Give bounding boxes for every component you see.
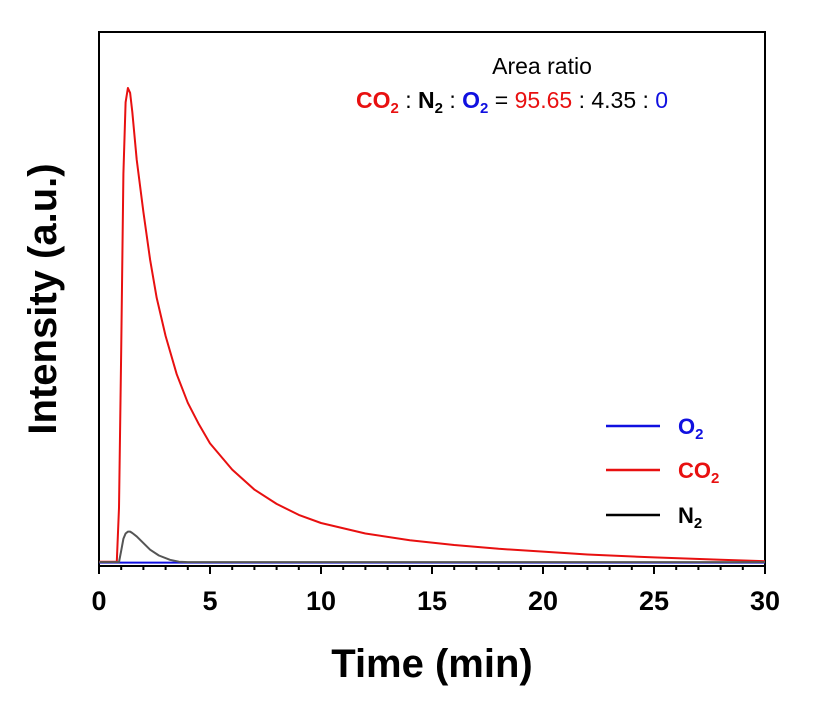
- ratio-equals: =: [495, 87, 508, 113]
- series-line-n2: [99, 530, 765, 564]
- ratio-value-o2: 0: [655, 87, 668, 113]
- ratio-separator: :: [449, 87, 455, 113]
- x-tick-label: 5: [202, 586, 217, 616]
- ratio-value-n2: 4.35: [591, 87, 636, 113]
- ratio-species-n2: N: [418, 87, 435, 113]
- legend-label-o2: O2: [678, 414, 703, 443]
- ratio-species-co2-subscript: 2: [391, 100, 399, 117]
- series-line-co2: [99, 87, 766, 563]
- x-axis-ticks: 0 5 10 15 20 25 30: [91, 566, 780, 616]
- x-tick-label: 10: [306, 586, 336, 616]
- ratio-species-n2-subscript: 2: [435, 100, 443, 117]
- legend-label-co2: CO2: [678, 458, 719, 487]
- ratio-separator: :: [405, 87, 411, 113]
- ratio-separator: :: [643, 87, 649, 113]
- ratio-separator: :: [579, 87, 585, 113]
- x-tick-label: 25: [639, 586, 669, 616]
- ratio-species-co2: CO: [356, 87, 391, 113]
- x-tick-label: 15: [417, 586, 447, 616]
- annotation-title: Area ratio: [492, 53, 592, 79]
- y-axis-title: Intensity (a.u.): [21, 163, 65, 434]
- area-ratio-equation: CO2 : N2 : O2 = 95.65 : 4.35 : 0: [356, 87, 668, 117]
- ratio-value-co2: 95.65: [515, 87, 573, 113]
- area-ratio-annotation: Area ratio CO2 : N2 : O2 = 95.65 : 4.35 …: [356, 53, 668, 117]
- x-tick-label: 20: [528, 586, 558, 616]
- legend-label-n2: N2: [678, 503, 702, 532]
- x-tick-label: 30: [750, 586, 780, 616]
- ratio-species-o2: O: [462, 87, 480, 113]
- x-tick-label: 0: [91, 586, 106, 616]
- x-axis-title: Time (min): [331, 642, 533, 686]
- series-layer: [99, 87, 766, 564]
- ratio-species-o2-subscript: 2: [480, 100, 488, 117]
- legend: O2 CO2 N2: [606, 414, 719, 532]
